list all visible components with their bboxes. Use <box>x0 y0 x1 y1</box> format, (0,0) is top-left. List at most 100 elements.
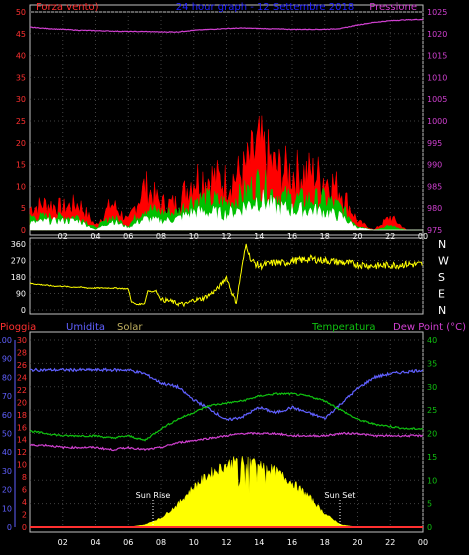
wind-tick-label: 35 <box>16 73 26 82</box>
wind-tick-label: 50 <box>16 8 26 17</box>
rain-tick-label: 26 <box>17 361 27 370</box>
rain-legend-label: Pioggia <box>0 322 36 333</box>
direction-tick-label: 90 <box>16 290 26 299</box>
time-tick-label: 20 <box>352 232 362 241</box>
time-tick-label: 06 <box>123 232 133 241</box>
temperature-tick-label: 40 <box>427 336 437 345</box>
humidity-tick-label: 10 <box>2 504 12 513</box>
top-time-axis: 02 04 06 08 10 12 14 16 18 20 22 00 <box>58 232 428 241</box>
temperature-tick-label: 10 <box>427 476 437 485</box>
time-tick-label: 12 <box>221 232 231 241</box>
humidity-legend-label: Umidita <box>66 322 105 333</box>
time-tick-label: 08 <box>156 538 166 547</box>
humidity-tick-label: 0 <box>7 523 12 532</box>
time-tick-label: 20 <box>352 538 362 547</box>
time-tick-label: 14 <box>254 538 264 547</box>
humidity-tick-label: 70 <box>2 392 12 401</box>
direction-tick-label: 0 <box>21 306 26 315</box>
temperature-tick-label: 0 <box>427 523 432 532</box>
time-tick-label: 14 <box>254 232 264 241</box>
sunrise-annotation: Sun Rise <box>136 491 171 500</box>
wind-series <box>29 169 423 231</box>
humidity-series <box>30 367 424 422</box>
chart-title: 24 hour graph - 12 Settembre 2018 <box>176 2 354 13</box>
temperature-tick-label: 35 <box>427 359 437 368</box>
bottom-time-axis: 02 04 06 08 10 12 14 16 18 20 22 00 <box>58 538 428 547</box>
direction-tick-label: 270 <box>11 257 26 266</box>
time-tick-label: 22 <box>385 232 395 241</box>
rain-tick-label: 20 <box>17 398 27 407</box>
direction-tick-label: 180 <box>11 273 26 282</box>
wind-tick-label: 20 <box>16 139 26 148</box>
wind-legend-label: Forza vento) <box>36 2 99 13</box>
dewpoint-legend-label: Dew Point (°C) <box>393 322 466 333</box>
temperature-tick-label: 15 <box>427 453 437 462</box>
pressure-tick-label: 980 <box>427 204 442 213</box>
time-tick-label: 00 <box>418 232 428 241</box>
pressure-tick-label: 985 <box>427 182 442 191</box>
time-tick-label: 16 <box>287 538 297 547</box>
rain-tick-label: 6 <box>22 486 27 495</box>
wind-tick-label: 10 <box>16 182 26 191</box>
wind-tick-label: 45 <box>16 30 26 39</box>
humidity-tick-label: 30 <box>2 467 12 476</box>
humidity-tick-label: 50 <box>2 430 12 439</box>
compass-label: N <box>438 304 446 317</box>
wind-tick-label: 25 <box>16 117 26 126</box>
rain-tick-label: 24 <box>17 373 27 382</box>
compass-label: N <box>438 238 446 251</box>
rain-tick-label: 28 <box>17 348 27 357</box>
compass-label: S <box>438 271 445 284</box>
temperature-legend-label: Temperatura <box>311 322 376 333</box>
direction-tick-label: 360 <box>11 240 26 249</box>
time-tick-label: 04 <box>90 538 100 547</box>
compass-label: W <box>438 255 449 268</box>
humidity-tick-label: 20 <box>2 486 12 495</box>
humidity-tick-label: 100 <box>0 336 12 345</box>
rain-tick-label: 14 <box>17 436 27 445</box>
wind-tick-label: 0 <box>21 226 26 235</box>
pressure-tick-label: 975 <box>427 226 442 235</box>
wind-tick-label: 40 <box>16 52 26 61</box>
time-tick-label: 18 <box>320 538 330 547</box>
pressure-legend-label: Pressione <box>369 2 417 13</box>
wind-average-series <box>29 189 423 231</box>
temperature-tick-label: 20 <box>427 430 437 439</box>
time-tick-label: 08 <box>156 232 166 241</box>
temperature-tick-label: 30 <box>427 383 437 392</box>
rain-tick-label: 2 <box>22 511 27 520</box>
pressure-tick-label: 995 <box>427 139 442 148</box>
rain-tick-label: 18 <box>17 411 27 420</box>
pressure-tick-label: 1020 <box>427 30 447 39</box>
wind-tick-label: 30 <box>16 95 26 104</box>
time-tick-label: 16 <box>287 232 297 241</box>
time-tick-label: 22 <box>385 538 395 547</box>
rain-tick-label: 16 <box>17 423 27 432</box>
compass-label: E <box>438 288 445 301</box>
rain-tick-label: 10 <box>17 461 27 470</box>
humidity-tick-label: 40 <box>2 448 12 457</box>
temperature-axis: 0 5 10 15 20 25 30 35 40 <box>427 336 437 532</box>
rain-tick-label: 8 <box>22 473 27 482</box>
time-tick-label: 00 <box>418 538 428 547</box>
pressure-tick-label: 990 <box>427 161 442 170</box>
time-tick-label: 02 <box>58 232 68 241</box>
pressure-tick-label: 1005 <box>427 95 447 104</box>
rain-tick-label: 12 <box>17 448 27 457</box>
bottom-panel-series <box>29 367 424 528</box>
pressure-tick-label: 1010 <box>427 73 447 82</box>
temperature-series <box>29 392 424 442</box>
solar-series <box>30 455 423 528</box>
pressure-axis: 975 980 985 990 995 1000 1005 1010 1015 1020 1025 <box>427 8 447 235</box>
time-tick-label: 06 <box>123 538 133 547</box>
direction-degree-axis: 0 90 180 270 360 <box>11 240 26 315</box>
wind-tick-label: 15 <box>16 161 26 170</box>
time-tick-label: 18 <box>320 232 330 241</box>
rain-tick-label: 30 <box>17 336 27 345</box>
temperature-tick-label: 5 <box>427 500 432 509</box>
dewpoint-series <box>29 431 424 452</box>
top-panel-series <box>29 18 423 231</box>
